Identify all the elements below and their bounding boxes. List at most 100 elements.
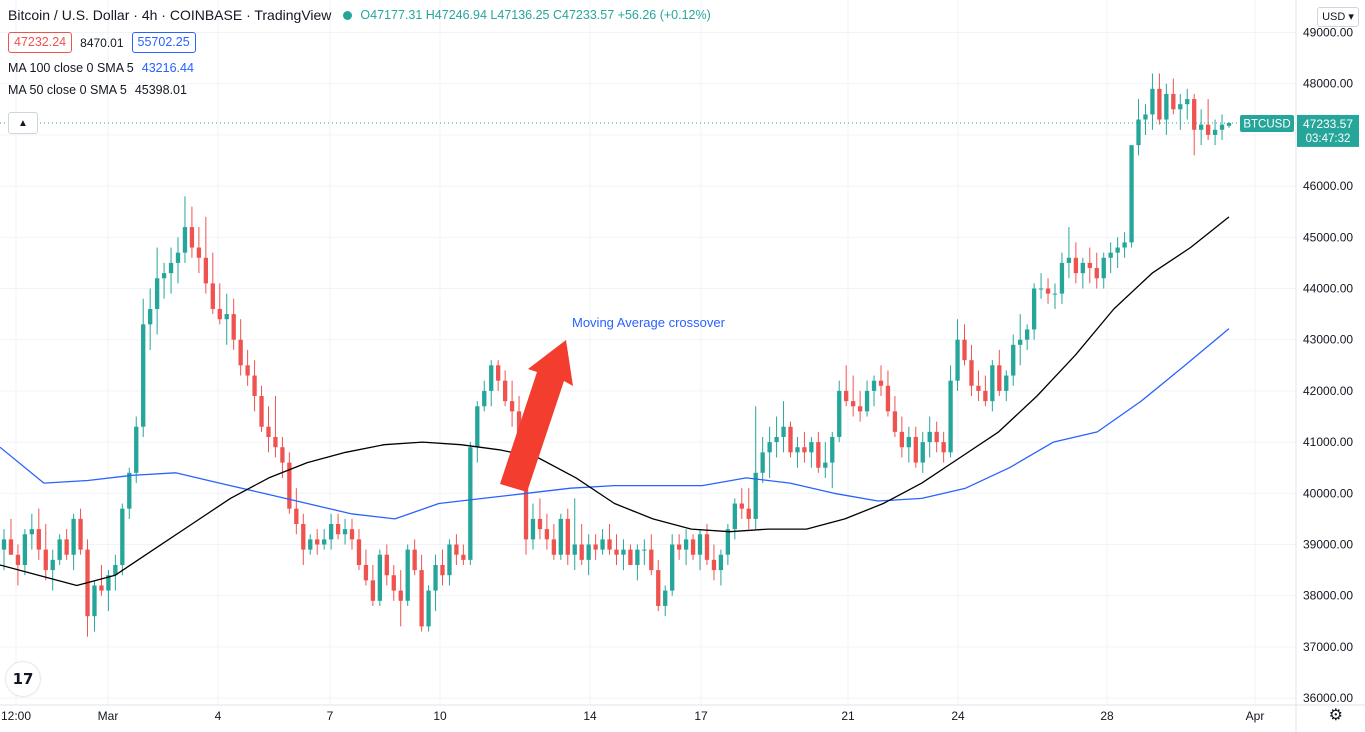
candle bbox=[1143, 104, 1148, 135]
candle bbox=[725, 524, 731, 565]
candle-body bbox=[1073, 257, 1079, 274]
candle bbox=[913, 426, 918, 468]
candle bbox=[203, 216, 209, 294]
currency-select[interactable]: USD ▾ bbox=[1317, 7, 1359, 27]
candle-body bbox=[885, 385, 891, 412]
candle-body bbox=[384, 554, 389, 576]
candle-body bbox=[809, 442, 814, 453]
ma100-legend[interactable]: MA 100 close 0 SMA 5 43216.44 bbox=[8, 59, 711, 77]
candle bbox=[1178, 93, 1183, 130]
candle bbox=[273, 396, 278, 458]
candle bbox=[1205, 99, 1211, 141]
candle bbox=[259, 385, 264, 432]
candle bbox=[440, 549, 445, 586]
candle bbox=[642, 539, 647, 565]
high-value: H47246.94 bbox=[425, 8, 487, 22]
candle-body bbox=[1018, 339, 1023, 345]
candle bbox=[537, 498, 543, 540]
candle bbox=[1192, 93, 1197, 156]
candle-body bbox=[22, 534, 28, 565]
candle-body bbox=[335, 524, 341, 535]
y-tick-label: 37000.00 bbox=[1303, 640, 1353, 654]
candle bbox=[196, 227, 202, 274]
candle bbox=[245, 349, 250, 386]
candle-body bbox=[419, 570, 424, 627]
candle bbox=[252, 360, 257, 412]
candle-body bbox=[913, 436, 918, 463]
candle-body bbox=[342, 529, 348, 535]
candle-body bbox=[315, 539, 320, 545]
x-tick-label: 21 bbox=[841, 709, 855, 723]
candle-body bbox=[774, 436, 779, 443]
candle bbox=[850, 375, 856, 417]
candle-body bbox=[245, 365, 250, 376]
candle bbox=[50, 549, 55, 591]
candle-body bbox=[196, 247, 202, 258]
candle-body bbox=[816, 442, 821, 468]
candle bbox=[342, 518, 348, 545]
candle-body bbox=[530, 518, 536, 540]
candle bbox=[920, 431, 925, 473]
candle bbox=[767, 426, 772, 478]
candle bbox=[969, 344, 974, 397]
candle bbox=[301, 513, 306, 565]
candle bbox=[8, 518, 14, 555]
candle bbox=[753, 406, 758, 530]
candle-body bbox=[78, 518, 83, 550]
candle bbox=[565, 508, 570, 565]
candle-body bbox=[934, 431, 939, 443]
ma50-legend[interactable]: MA 50 close 0 SMA 5 45398.01 bbox=[8, 81, 711, 99]
candle-body bbox=[36, 529, 41, 550]
candle-body bbox=[551, 539, 557, 555]
candle bbox=[683, 529, 689, 565]
sell-price-button[interactable]: 47232.24 bbox=[8, 32, 73, 53]
candle bbox=[426, 585, 431, 632]
candle bbox=[774, 416, 779, 458]
candle-body bbox=[273, 436, 278, 448]
candle-body bbox=[565, 518, 570, 555]
candle bbox=[308, 534, 313, 555]
candle bbox=[809, 436, 814, 468]
candle bbox=[1031, 283, 1037, 340]
candle-body bbox=[231, 314, 236, 340]
candle bbox=[454, 534, 459, 565]
candle bbox=[447, 539, 452, 586]
candle bbox=[676, 534, 682, 560]
tradingview-logo[interactable]: 17 bbox=[6, 662, 40, 696]
candle-body bbox=[1199, 124, 1204, 130]
candle-body bbox=[1052, 293, 1058, 295]
candle bbox=[461, 544, 466, 565]
candle bbox=[398, 570, 403, 627]
candle-body bbox=[454, 544, 459, 555]
candle-body bbox=[210, 283, 215, 309]
candle-body bbox=[864, 390, 870, 412]
countdown-value: 03:47:32 bbox=[1306, 133, 1351, 145]
candle-body bbox=[426, 590, 431, 627]
collapse-legend-button[interactable]: ▲ bbox=[8, 112, 38, 134]
candle-body bbox=[878, 380, 884, 386]
candle bbox=[906, 426, 911, 463]
close-value: C47233.57 bbox=[553, 8, 615, 22]
buy-price-button[interactable]: 55702.25 bbox=[131, 32, 196, 53]
candle bbox=[405, 544, 410, 606]
candle bbox=[830, 431, 835, 489]
ma50-value: 45398.01 bbox=[134, 83, 187, 97]
gear-icon[interactable]: ⚙ bbox=[1328, 707, 1343, 724]
candle-body bbox=[837, 390, 842, 437]
candle-body bbox=[447, 544, 452, 576]
candle-body bbox=[1024, 329, 1030, 340]
candle-body bbox=[398, 590, 403, 601]
candle bbox=[1129, 145, 1134, 248]
candle bbox=[489, 360, 494, 407]
candle-body bbox=[99, 585, 104, 591]
candle-body bbox=[57, 539, 62, 560]
y-tick-label: 41000.00 bbox=[1303, 435, 1353, 449]
candle bbox=[1212, 119, 1218, 146]
candle-body bbox=[1080, 262, 1085, 274]
candle bbox=[148, 288, 153, 350]
candle-body bbox=[593, 544, 598, 550]
candle-body bbox=[509, 401, 515, 412]
candle-body bbox=[224, 314, 229, 320]
y-tick-label: 39000.00 bbox=[1303, 538, 1353, 552]
